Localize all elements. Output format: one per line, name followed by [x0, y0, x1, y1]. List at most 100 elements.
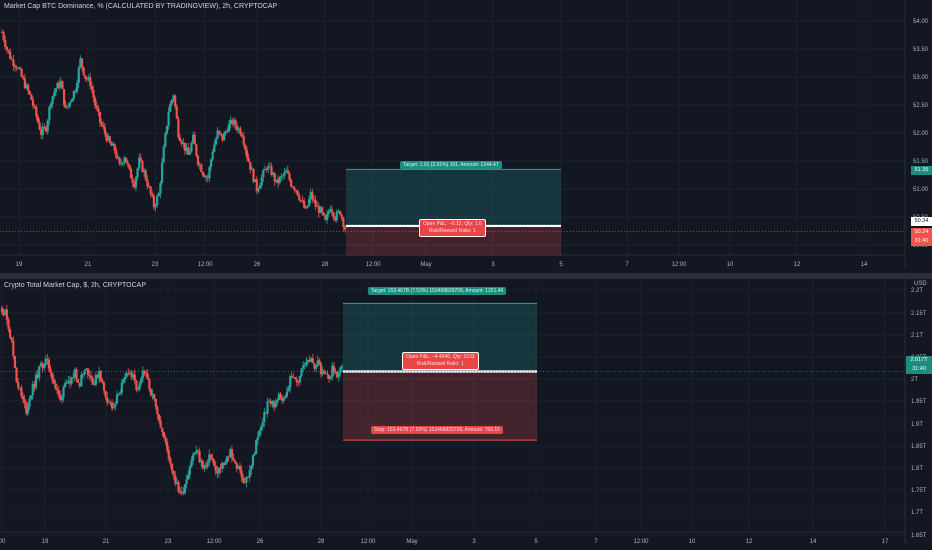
candle-body	[227, 456, 230, 458]
y-tick-label: 53.50	[913, 47, 929, 53]
candle-body	[164, 437, 167, 442]
candle-body	[284, 396, 287, 399]
candle-body	[30, 94, 33, 100]
candle-body	[133, 374, 136, 381]
candle-body	[255, 440, 258, 454]
x-tick-label: 12:00	[671, 262, 687, 268]
candle-body	[9, 51, 12, 59]
candle-body	[272, 173, 275, 175]
candle-body	[280, 176, 283, 178]
current-price: 2.017T	[910, 357, 928, 363]
candle-body	[239, 128, 242, 135]
candle-body	[31, 383, 34, 396]
x-tick-label: 19	[16, 262, 23, 268]
candle-body	[159, 420, 162, 428]
candle-body	[40, 129, 43, 135]
candle-body	[25, 403, 28, 414]
x-tick-label: 17	[882, 539, 889, 545]
candle-body	[23, 399, 26, 404]
candle-body	[134, 177, 138, 188]
btc-dominance-panel: 54.0053.5053.0052.5052.0051.5051.0050.50…	[0, 0, 932, 273]
candle-body	[54, 383, 57, 389]
candle-body	[167, 111, 170, 126]
candle-body	[300, 368, 303, 377]
x-tick-label: 12:00	[197, 262, 213, 268]
candle-body	[135, 380, 138, 390]
candle-body	[167, 450, 170, 459]
candle-body	[157, 193, 160, 197]
y-tick-label: 53.00	[913, 75, 929, 81]
candle-body	[196, 155, 200, 165]
candle-body	[274, 403, 277, 408]
candle-body	[46, 120, 49, 132]
candle-body	[250, 169, 253, 170]
candle-body	[113, 143, 116, 151]
candle-body	[144, 170, 147, 180]
candle-body	[314, 199, 317, 207]
btc-dominance-chart[interactable]: 54.0053.5053.0052.5052.0051.5051.0050.50…	[0, 0, 932, 273]
candle-body	[148, 379, 151, 390]
candle-body	[174, 95, 177, 107]
candle-body	[256, 436, 259, 441]
candle-body	[97, 108, 100, 112]
candle-body	[98, 371, 101, 378]
candle-body	[312, 199, 316, 201]
candle-body	[59, 81, 62, 88]
candle-body	[147, 186, 151, 188]
candle-body	[88, 374, 91, 377]
candle-body	[89, 376, 93, 378]
candle-body	[276, 179, 280, 184]
candle-body	[258, 185, 262, 189]
candle-body	[172, 95, 175, 100]
risk-reward-label: Risk/Reward Ratio: 1	[428, 228, 476, 234]
x-tick-label: 23	[152, 262, 159, 268]
candle-body	[263, 412, 266, 423]
x-tick-label: 3	[472, 539, 476, 545]
candle-body	[208, 166, 211, 179]
candle-body	[110, 402, 114, 409]
candle-body	[324, 373, 327, 375]
candle-body	[5, 47, 8, 50]
candle-body	[115, 394, 119, 404]
candle-body	[292, 376, 295, 378]
candle-body	[132, 374, 135, 378]
candle-body	[151, 193, 154, 197]
candle-body	[271, 401, 274, 404]
total-market-cap-chart[interactable]: 2.2T2.15T2.1T2.05T2T1.95T1.9T1.85T1.8T1.…	[0, 279, 932, 550]
candle-body	[270, 166, 273, 175]
candle-body	[244, 144, 247, 151]
candle-body	[198, 164, 201, 166]
candle-body	[31, 99, 35, 106]
candle-body	[212, 460, 216, 466]
candle-body	[285, 170, 288, 172]
y-tick-label: 2.1T	[911, 333, 923, 339]
candle-body	[4, 309, 7, 316]
candle-body	[68, 381, 72, 384]
candle-body	[56, 82, 59, 89]
x-tick-label: 12:00	[633, 539, 649, 545]
candle-body	[321, 207, 324, 213]
candle-body	[225, 456, 229, 463]
candle-body	[302, 365, 305, 369]
target-zone	[346, 169, 561, 226]
candle-body	[193, 134, 196, 145]
candle-body	[309, 192, 312, 200]
panel-divider[interactable]	[0, 273, 932, 279]
candle-body	[248, 470, 251, 478]
candle-body	[103, 127, 106, 134]
candle-body	[128, 372, 132, 374]
x-tick-label: 23	[165, 539, 172, 545]
candle-body	[324, 215, 327, 221]
x-tick-label: 28	[318, 539, 325, 545]
candle-body	[343, 226, 347, 230]
candle-body	[123, 157, 126, 163]
candle-body	[107, 136, 110, 141]
candle-body	[175, 481, 178, 484]
candle-body	[112, 406, 115, 409]
candle-body	[330, 209, 334, 213]
candle-body	[66, 106, 69, 108]
candle-body	[125, 157, 128, 163]
candle-body	[15, 67, 18, 69]
candle-body	[223, 132, 226, 141]
candle-body	[195, 450, 198, 454]
